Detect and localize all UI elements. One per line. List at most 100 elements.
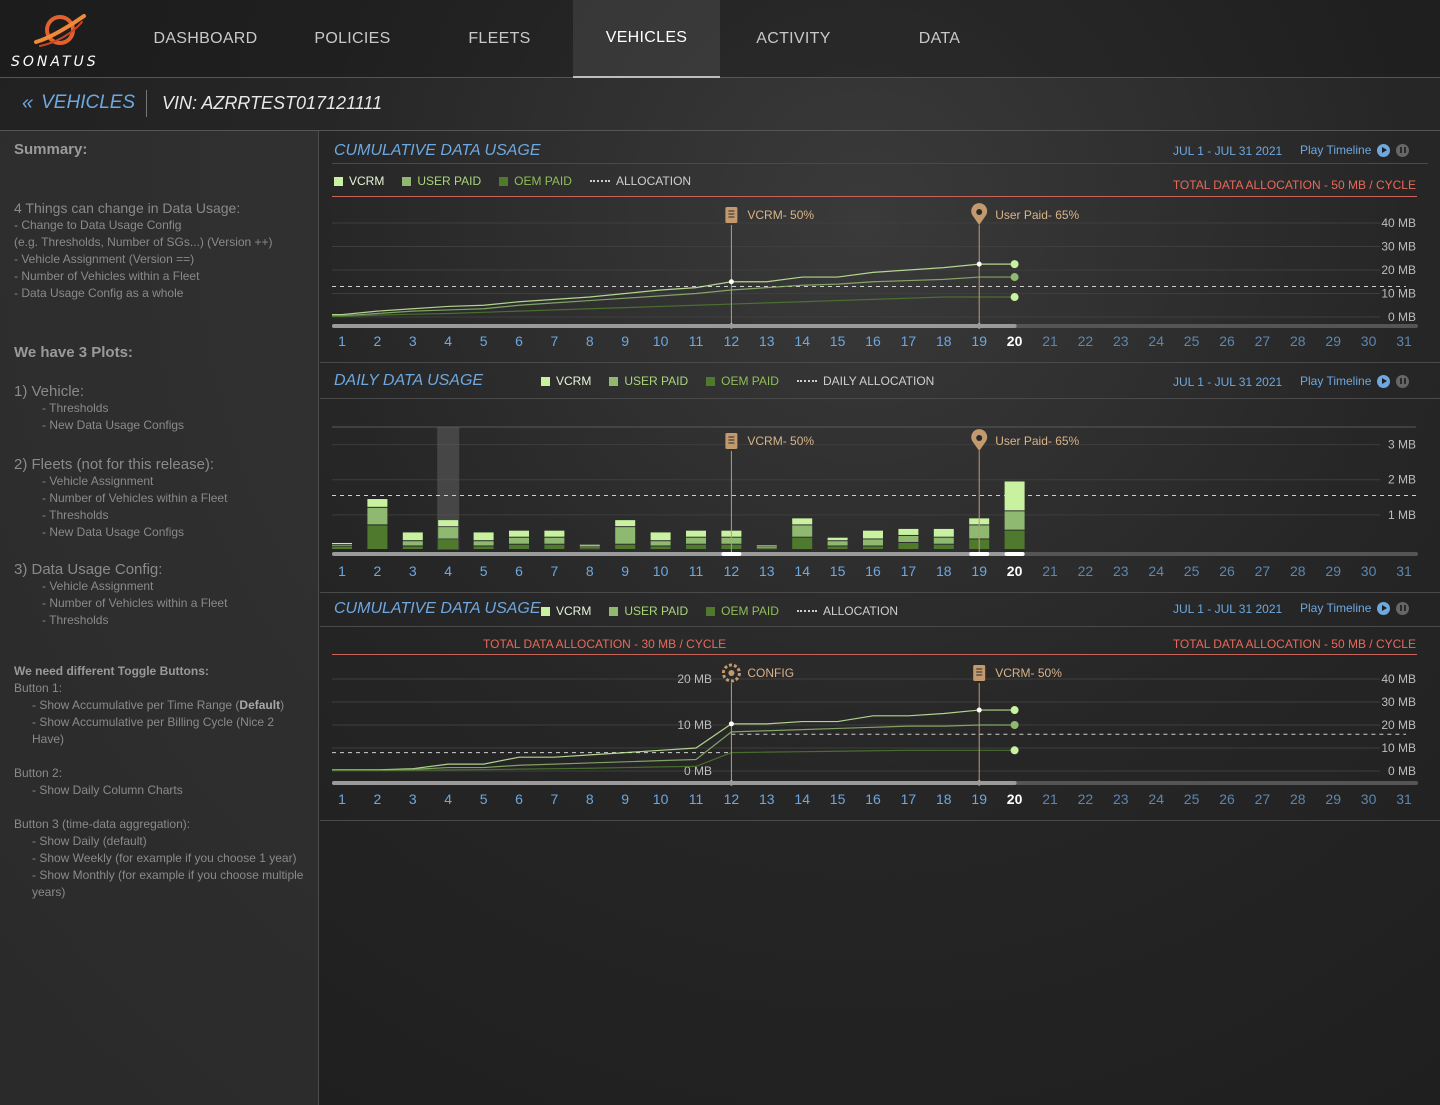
document-icon[interactable] bbox=[973, 665, 986, 681]
oem-paid-bar[interactable] bbox=[579, 548, 600, 550]
x-tick-label[interactable]: 10 bbox=[653, 563, 669, 579]
x-tick-label[interactable]: 24 bbox=[1148, 333, 1164, 349]
user-paid-bar[interactable] bbox=[473, 541, 494, 546]
x-tick-label[interactable]: 17 bbox=[901, 333, 917, 349]
x-tick-label[interactable]: 19 bbox=[971, 791, 987, 807]
vcrm-bar[interactable] bbox=[650, 532, 671, 541]
oem-paid-bar[interactable] bbox=[1004, 530, 1025, 549]
oem-paid-bar[interactable] bbox=[863, 546, 883, 549]
x-tick-label[interactable]: 26 bbox=[1219, 563, 1235, 579]
x-tick-label[interactable]: 5 bbox=[480, 791, 488, 807]
gear-icon[interactable] bbox=[721, 663, 741, 683]
tab-fleets[interactable]: FLEETS bbox=[468, 30, 531, 47]
x-tick-label[interactable]: 7 bbox=[551, 333, 559, 349]
date-range-selector[interactable]: JUL 1 - JUL 31 2021 bbox=[1173, 375, 1283, 389]
x-tick-label[interactable]: 30 bbox=[1361, 563, 1377, 579]
x-tick-label[interactable]: 15 bbox=[830, 563, 846, 579]
x-tick-label[interactable]: 18 bbox=[936, 563, 952, 579]
x-tick-label[interactable]: 12 bbox=[724, 791, 740, 807]
x-tick-label[interactable]: 2 bbox=[374, 791, 382, 807]
x-tick-label[interactable]: 8 bbox=[586, 791, 594, 807]
x-tick-label[interactable]: 30 bbox=[1361, 791, 1377, 807]
document-icon[interactable] bbox=[725, 433, 738, 449]
x-tick-label[interactable]: 27 bbox=[1255, 563, 1271, 579]
user-paid-bar[interactable] bbox=[863, 539, 883, 546]
x-tick-label[interactable]: 6 bbox=[515, 791, 523, 807]
location-pin-icon[interactable] bbox=[971, 429, 988, 451]
oem-paid-bar[interactable] bbox=[367, 525, 388, 549]
vcrm-bar[interactable] bbox=[756, 545, 777, 547]
vcrm-bar[interactable] bbox=[686, 530, 706, 537]
legend-allocation[interactable]: ALLOCATION bbox=[589, 174, 691, 188]
oem-paid-bar[interactable] bbox=[438, 539, 459, 549]
x-tick-label[interactable]: 1 bbox=[338, 333, 346, 349]
x-tick-label[interactable]: 29 bbox=[1325, 333, 1341, 349]
oem-paid-bar[interactable] bbox=[792, 537, 813, 549]
x-tick-label[interactable]: 14 bbox=[794, 563, 810, 579]
user-paid-bar[interactable] bbox=[438, 527, 459, 539]
x-tick-label[interactable]: 2 bbox=[374, 333, 382, 349]
oem-paid-bar[interactable] bbox=[332, 546, 352, 549]
legend-user-paid[interactable]: USER PAID bbox=[609, 374, 688, 388]
x-tick-label[interactable]: 20 bbox=[1007, 791, 1023, 807]
user-paid-bar[interactable] bbox=[898, 535, 919, 542]
vcrm-bar[interactable] bbox=[438, 520, 459, 527]
legend-vcrm[interactable]: VCRM bbox=[541, 604, 591, 618]
pause-icon[interactable] bbox=[1396, 143, 1410, 157]
legend-user-paid[interactable]: USER PAID bbox=[609, 604, 688, 618]
vcrm-bar[interactable] bbox=[473, 532, 494, 541]
x-tick-label[interactable]: 2 bbox=[374, 563, 382, 579]
play-icon[interactable] bbox=[1377, 143, 1391, 157]
x-tick-label[interactable]: 15 bbox=[830, 791, 846, 807]
x-tick-label[interactable]: 31 bbox=[1396, 563, 1412, 579]
x-tick-label[interactable]: 22 bbox=[1078, 791, 1094, 807]
x-tick-label[interactable]: 21 bbox=[1042, 333, 1058, 349]
sonatus-logo[interactable] bbox=[10, 8, 110, 72]
user-paid-bar[interactable] bbox=[792, 525, 813, 537]
x-tick-label[interactable]: 14 bbox=[794, 333, 810, 349]
x-tick-label[interactable]: 3 bbox=[409, 563, 417, 579]
x-tick-label[interactable]: 3 bbox=[409, 791, 417, 807]
x-tick-label[interactable]: 1 bbox=[338, 563, 346, 579]
x-tick-label[interactable]: 10 bbox=[653, 791, 669, 807]
x-tick-label[interactable]: 28 bbox=[1290, 333, 1306, 349]
document-icon[interactable] bbox=[725, 207, 738, 223]
tab-activity[interactable]: ACTIVITY bbox=[756, 30, 831, 47]
x-tick-label[interactable]: 23 bbox=[1113, 333, 1129, 349]
x-tick-label[interactable]: 31 bbox=[1396, 333, 1412, 349]
x-tick-label[interactable]: 31 bbox=[1396, 791, 1412, 807]
oem-paid-bar[interactable] bbox=[898, 542, 919, 549]
user-paid-bar[interactable] bbox=[402, 541, 423, 546]
user-paid-bar[interactable] bbox=[332, 544, 352, 546]
location-pin-icon[interactable] bbox=[971, 203, 988, 225]
vcrm-bar[interactable] bbox=[898, 528, 919, 535]
vcrm-bar[interactable] bbox=[579, 544, 600, 546]
tab-vehicles[interactable]: VEHICLES bbox=[573, 0, 720, 78]
x-tick-label[interactable]: 18 bbox=[936, 791, 952, 807]
x-tick-label[interactable]: 11 bbox=[689, 333, 704, 349]
vcrm-bar[interactable] bbox=[863, 530, 883, 539]
legend-daily-allocation[interactable]: DAILY ALLOCATION bbox=[796, 374, 934, 388]
x-tick-label[interactable]: 19 bbox=[971, 333, 987, 349]
vcrm-bar[interactable] bbox=[332, 542, 352, 544]
user-paid-bar[interactable] bbox=[1004, 511, 1025, 530]
x-tick-label[interactable]: 28 bbox=[1290, 791, 1306, 807]
play-timeline-button[interactable]: Play Timeline bbox=[1300, 143, 1410, 157]
x-tick-label[interactable]: 3 bbox=[409, 333, 417, 349]
tab-dashboard[interactable]: DASHBOARD bbox=[153, 30, 258, 47]
x-tick-label[interactable]: 19 bbox=[971, 563, 987, 579]
play-timeline-button[interactable]: Play Timeline bbox=[1300, 601, 1410, 615]
x-tick-label[interactable]: 13 bbox=[759, 791, 775, 807]
x-tick-label[interactable]: 9 bbox=[621, 791, 629, 807]
x-tick-label[interactable]: 4 bbox=[444, 563, 452, 579]
vcrm-bar[interactable] bbox=[367, 499, 388, 507]
x-tick-label[interactable]: 7 bbox=[551, 563, 559, 579]
x-tick-label[interactable]: 25 bbox=[1184, 333, 1200, 349]
x-tick-label[interactable]: 22 bbox=[1078, 333, 1094, 349]
x-tick-label[interactable]: 14 bbox=[794, 791, 810, 807]
x-tick-label[interactable]: 5 bbox=[480, 563, 488, 579]
pause-icon[interactable] bbox=[1396, 374, 1410, 388]
x-tick-label[interactable]: 21 bbox=[1042, 563, 1058, 579]
vcrm-bar[interactable] bbox=[615, 520, 636, 527]
vcrm-bar[interactable] bbox=[544, 530, 565, 537]
